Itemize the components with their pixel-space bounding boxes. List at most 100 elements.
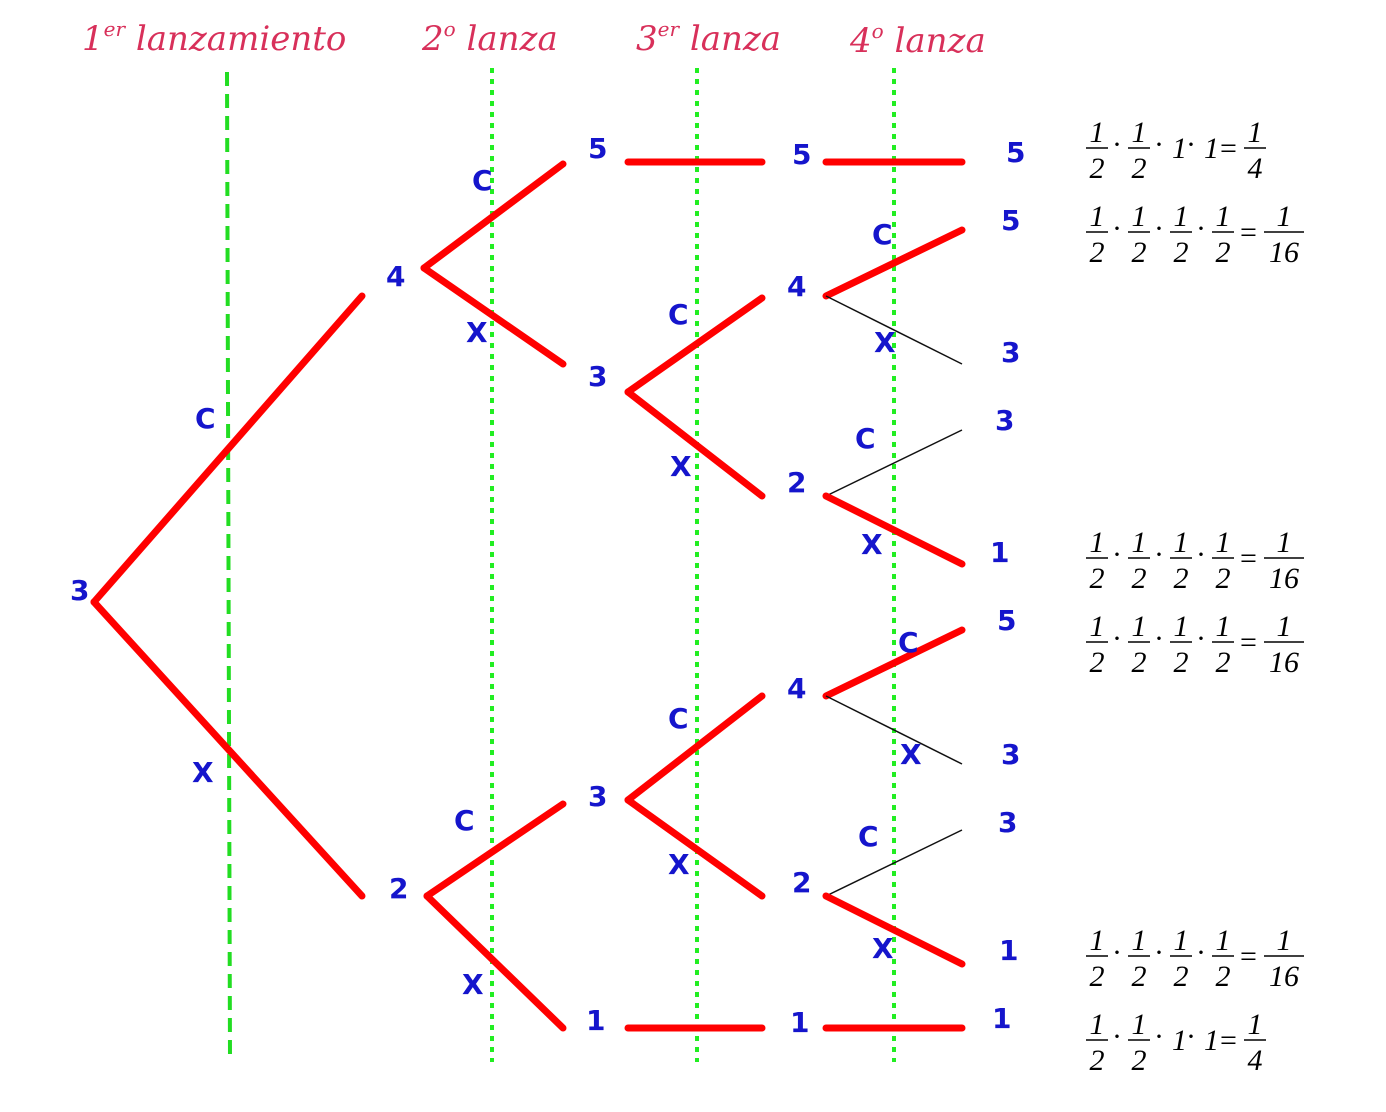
- branch-4a-down: [825, 295, 963, 365]
- branch-root-down: [90, 598, 366, 900]
- dot-operator: ·: [1154, 1020, 1164, 1053]
- node-l2-b: 3: [588, 360, 607, 393]
- numerator: 1: [1216, 200, 1231, 233]
- dot-operator: ·: [1154, 622, 1164, 655]
- equals-sign: =: [1220, 132, 1237, 165]
- branch-4-up: [420, 160, 567, 272]
- label-x-l2a: X: [466, 316, 488, 349]
- result-numerator: 1: [1277, 610, 1292, 643]
- outcome-5: 1: [990, 536, 1009, 569]
- outcome-8: 3: [998, 806, 1017, 839]
- label-c-l1: C: [195, 402, 216, 435]
- label-x-l2b: X: [462, 968, 484, 1001]
- numerator: 1: [1216, 924, 1231, 957]
- branch-2-up: [423, 800, 567, 900]
- numerator: 1: [1090, 610, 1105, 643]
- node-root: 3: [70, 574, 89, 607]
- result-numerator: 1: [1277, 200, 1292, 233]
- label-x-l3a: X: [670, 450, 692, 483]
- branch-3b-down: [624, 796, 766, 900]
- equals-sign: =: [1240, 626, 1257, 659]
- label-x-l4d: X: [872, 932, 894, 965]
- numerator: 1: [1132, 116, 1147, 149]
- numerator: 1: [1174, 200, 1189, 233]
- outcome-10: 1: [992, 1002, 1011, 1035]
- outcome-1: 5: [1006, 136, 1025, 169]
- node-l2-c: 3: [588, 780, 607, 813]
- header-1er-lanzamiento: 1er lanzamiento: [82, 17, 346, 59]
- dot-operator: ·: [1196, 212, 1206, 245]
- denominator: 2: [1132, 152, 1147, 185]
- equals-sign: =: [1240, 940, 1257, 973]
- dot-operator: ·: [1154, 936, 1164, 969]
- denominator: 2: [1174, 960, 1189, 993]
- outcome-9: 1: [999, 934, 1018, 967]
- formula-1: 12· 12· 1 · 1 = 14: [1086, 116, 1266, 185]
- denominator: 2: [1132, 646, 1147, 679]
- dot-operator: ·: [1196, 622, 1206, 655]
- node-l1-top: 4: [386, 260, 405, 293]
- denominator: 2: [1174, 236, 1189, 269]
- label-c-l4b: C: [855, 422, 876, 455]
- formula-2: 12· 12· 12· 12= 116: [1086, 200, 1304, 269]
- result-numerator: 1: [1248, 116, 1263, 149]
- label-x-l4b: X: [861, 528, 883, 561]
- header-3er-lanza: 3er lanza: [636, 17, 781, 59]
- denominator: 2: [1090, 646, 1105, 679]
- node-l3-d: 4: [787, 672, 806, 705]
- label-c-l4c: C: [898, 626, 919, 659]
- node-l3-c: 2: [787, 466, 806, 499]
- node-l1-bottom: 2: [389, 872, 408, 905]
- numerator: 1: [1174, 924, 1189, 957]
- result-denominator: 4: [1248, 152, 1263, 185]
- denominator: 2: [1132, 960, 1147, 993]
- result-denominator: 4: [1248, 1044, 1263, 1077]
- label-x-l3b: X: [668, 848, 690, 881]
- node-l3-b: 4: [787, 270, 806, 303]
- label-c-l3b: C: [668, 702, 689, 735]
- numerator: 1: [1132, 200, 1147, 233]
- node-l2-a: 5: [588, 132, 607, 165]
- denominator: 2: [1216, 562, 1231, 595]
- numerator: 1: [1174, 526, 1189, 559]
- dot-operator: ·: [1196, 538, 1206, 571]
- outcome-7: 3: [1001, 738, 1020, 771]
- dot-operator: ·: [1112, 538, 1122, 571]
- branch-2a-down: [822, 492, 966, 568]
- node-l3-a: 5: [792, 138, 811, 171]
- branch-3a-up: [624, 294, 766, 396]
- label-c-l4a: C: [872, 218, 893, 251]
- guide-line-1: [225, 71, 232, 1059]
- equals-sign: =: [1240, 216, 1257, 249]
- outcome-3: 3: [1001, 336, 1020, 369]
- dot-operator: ·: [1186, 1020, 1196, 1053]
- numerator: 1: [1132, 924, 1147, 957]
- branch-2a-up: [825, 429, 963, 497]
- numerator: 1: [1174, 610, 1189, 643]
- denominator: 2: [1090, 236, 1105, 269]
- factor: 1: [1204, 1024, 1219, 1057]
- label-c-l2a: C: [472, 164, 493, 197]
- numerator: 1: [1090, 116, 1105, 149]
- formula-4: 12· 12· 12· 12= 116: [1086, 610, 1304, 679]
- branch-3a-down: [624, 388, 766, 500]
- denominator: 2: [1174, 646, 1189, 679]
- result-denominator: 16: [1269, 960, 1299, 993]
- dot-operator: ·: [1154, 128, 1164, 161]
- denominator: 2: [1090, 960, 1105, 993]
- branch-4a-up: [822, 226, 966, 300]
- label-x-l1: X: [192, 756, 214, 789]
- numerator: 1: [1132, 1008, 1147, 1041]
- factor: 1: [1204, 132, 1219, 165]
- denominator: 2: [1090, 562, 1105, 595]
- outcome-4: 3: [995, 404, 1014, 437]
- result-denominator: 16: [1269, 236, 1299, 269]
- formula-5: 12· 12· 12· 12= 116: [1086, 924, 1304, 993]
- numerator: 1: [1090, 200, 1105, 233]
- result-denominator: 16: [1269, 646, 1299, 679]
- outcome-2: 5: [1001, 204, 1020, 237]
- branch-3b-up: [624, 692, 766, 804]
- branch-2b-down: [822, 892, 966, 968]
- numerator: 1: [1216, 526, 1231, 559]
